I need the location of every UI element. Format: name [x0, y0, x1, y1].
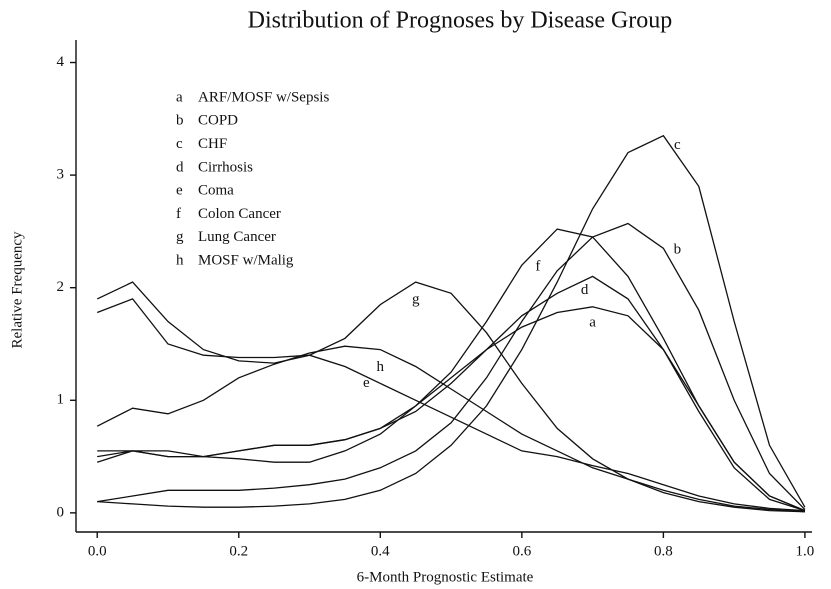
legend-label: MOSF w/Malig: [198, 253, 294, 269]
curve-label: a: [589, 314, 596, 330]
legend-label: Cirrhosis: [198, 159, 253, 175]
density-curve: [96, 298, 805, 512]
x-tick-label: 0.2: [229, 543, 248, 559]
legend-key: h: [176, 253, 184, 269]
y-tick-label: 1: [57, 392, 65, 408]
y-tick-label: 4: [57, 54, 65, 70]
y-tick-label: 3: [57, 167, 65, 183]
legend-label: Colon Cancer: [198, 206, 281, 222]
density-curve: [97, 222, 806, 510]
chart-title: Distribution of Prognoses by Disease Gro…: [248, 8, 673, 34]
x-tick-label: 0.8: [654, 543, 673, 559]
legend-key: f: [176, 206, 181, 222]
curve-label: c: [674, 137, 681, 153]
y-tick-label: 0: [57, 504, 65, 520]
legend-key: c: [176, 136, 183, 152]
curve-label: b: [674, 242, 682, 258]
curve-label: d: [581, 282, 589, 298]
density-curve: [97, 306, 806, 512]
legend-label: CHF: [198, 136, 227, 152]
legend-label: Lung Cancer: [198, 229, 276, 245]
x-tick-label: 0.4: [371, 543, 390, 559]
y-axis-label: Relative Frequency: [9, 231, 25, 349]
legend-label: ARF/MOSF w/Sepsis: [198, 89, 329, 105]
legend-label: Coma: [198, 183, 234, 199]
curve-label: h: [377, 359, 385, 375]
legend-key: a: [176, 89, 183, 105]
curve-label: e: [363, 375, 370, 391]
density-curve: [96, 345, 805, 513]
x-tick-label: 0.6: [512, 543, 531, 559]
y-tick-label: 2: [57, 279, 65, 295]
curve-label: f: [535, 259, 540, 275]
legend-key: b: [176, 113, 184, 129]
x-tick-label: 1.0: [796, 543, 815, 559]
density-curve: [97, 228, 806, 512]
x-axis-label: 6-Month Prognostic Estimate: [357, 569, 534, 585]
density-curve: [97, 134, 806, 508]
x-tick-label: 0.0: [88, 543, 107, 559]
legend-key: d: [176, 159, 184, 175]
legend-label: COPD: [198, 113, 238, 129]
legend-key: g: [176, 229, 184, 245]
legend-key: e: [176, 183, 183, 199]
density-curve: [96, 281, 805, 513]
curve-label: g: [412, 291, 420, 307]
